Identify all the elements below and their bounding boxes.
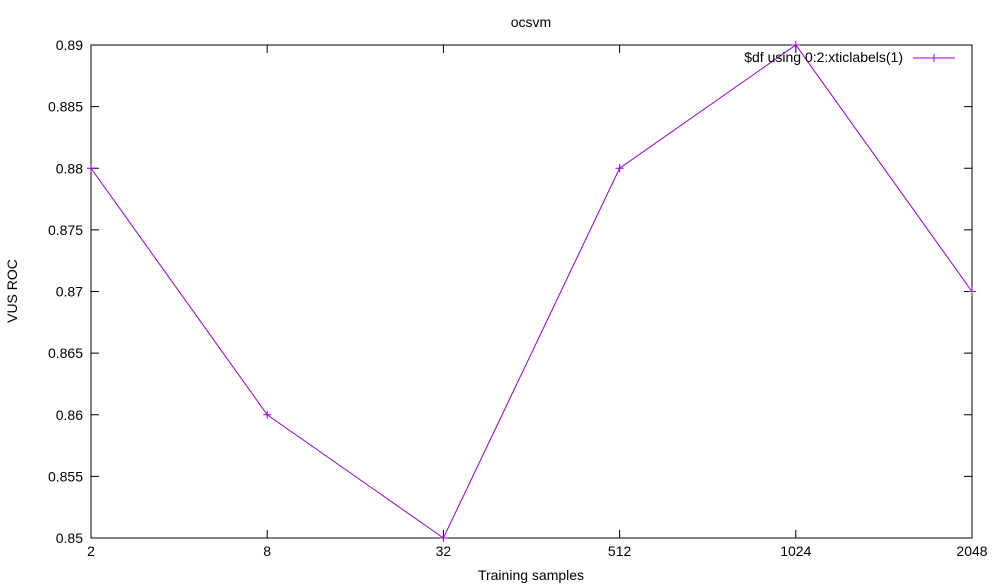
data-point-marker [968,287,976,296]
chart-title: ocsvm [511,14,551,30]
series-layer [87,41,976,542]
x-axis-label: Training samples [478,567,584,583]
data-point-marker [615,164,624,173]
x-tick-label: 2048 [956,543,987,559]
y-tick-label: 0.86 [56,407,83,423]
legend-marker [930,54,938,62]
data-point-marker [263,410,272,419]
x-tick-label: 2 [87,543,95,559]
data-point-marker [87,164,95,173]
y-tick-label: 0.85 [56,530,83,546]
y-tick-label: 0.855 [48,468,83,484]
x-tick-label: 512 [608,543,632,559]
plot-frame [90,44,973,539]
y-tick-label: 0.89 [56,37,83,53]
data-point-marker [439,534,448,542]
series-line [90,44,973,539]
y-ticks: 0.85 0.855 0.86 0.865 0.87 0.875 0.88 0.885 0.89 [48,37,972,546]
y-tick-label: 0.87 [56,284,83,300]
y-tick-label: 0.88 [56,160,83,176]
y-tick-label: 0.885 [48,99,83,115]
legend: $df using 0:2:xticlabels(1) [744,49,955,65]
data-point-marker [791,41,800,49]
y-tick-label: 0.875 [48,222,83,238]
y-tick-label: 0.865 [48,345,83,361]
x-tick-label: 1024 [780,543,811,559]
legend-entry-label: $df using 0:2:xticlabels(1) [744,49,903,65]
x-ticks: 2 8 32 512 1024 2048 [87,45,988,559]
y-axis-label: VUS ROC [4,259,20,323]
x-tick-label: 32 [436,543,452,559]
x-tick-label: 8 [263,543,271,559]
